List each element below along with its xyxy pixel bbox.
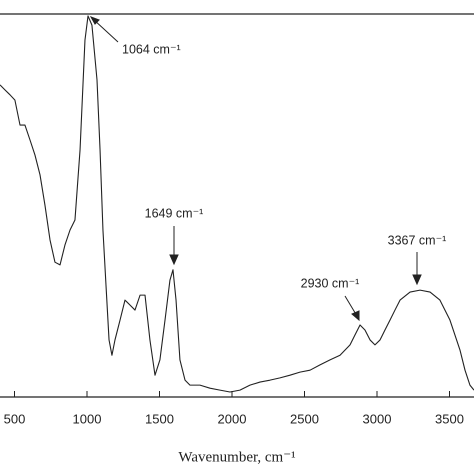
x-tick-label: 500	[4, 411, 26, 426]
x-tick-label: 3000	[363, 411, 392, 426]
annotation: 3367 cm⁻¹	[388, 233, 447, 247]
arrow-head	[89, 16, 100, 25]
x-tick-label: 2000	[218, 411, 247, 426]
x-tick-label: 1000	[73, 411, 102, 426]
arrow-head	[412, 274, 422, 286]
arrow	[92, 18, 119, 43]
spectrum-line	[0, 15, 474, 393]
annotation-arrows	[89, 16, 422, 322]
x-axis-title: Wavenumber, cm⁻¹	[178, 449, 295, 465]
x-tick-label: 3500	[435, 411, 464, 426]
annotation: 1649 cm⁻¹	[145, 206, 204, 220]
x-tick-label: 1500	[145, 411, 174, 426]
arrow-head	[351, 310, 360, 322]
annotation: 2930 cm⁻¹	[301, 276, 360, 290]
arrow-head	[169, 254, 179, 266]
annotation: 1064 cm⁻¹	[122, 42, 181, 56]
x-tick-label: 2500	[290, 411, 319, 426]
